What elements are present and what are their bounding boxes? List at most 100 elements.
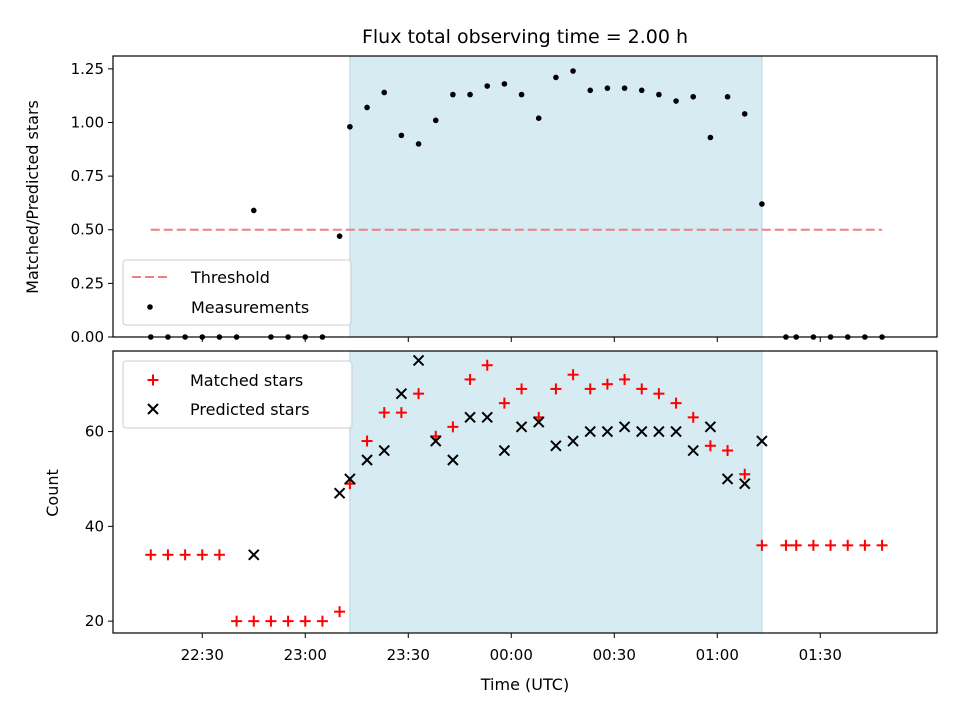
measurement-point xyxy=(707,134,714,141)
measurement-point xyxy=(570,68,576,74)
predicted-star-x-b xyxy=(515,421,528,433)
bottom-y-tick-label: 60 xyxy=(85,423,104,441)
top-y-tick-label: 0.25 xyxy=(71,274,104,292)
top-y-axis-label: Matched/Predicted stars xyxy=(23,100,42,294)
matched-star-point xyxy=(299,615,311,627)
matched-star-point xyxy=(231,615,243,627)
legend-measurements-label: Measurements xyxy=(191,298,309,317)
matched-star-point xyxy=(516,383,528,395)
predicted-star-point xyxy=(550,440,562,452)
predicted-star-x-b xyxy=(498,444,511,457)
predicted-star-point xyxy=(670,425,682,438)
measurement-point xyxy=(638,87,645,94)
predicted-star-point xyxy=(739,477,751,490)
matched-star-point xyxy=(601,378,613,390)
top-legend: Threshold Measurements xyxy=(122,259,352,326)
x-tick-label: 23:30 xyxy=(387,646,430,664)
predicted-star-point xyxy=(653,425,665,438)
measurement-point xyxy=(501,81,508,87)
matched-star-point xyxy=(282,615,294,627)
x-axis-label: Time (UTC) xyxy=(480,675,569,694)
matched-star-point xyxy=(825,539,837,551)
predicted-star-x-b xyxy=(618,421,631,433)
predicted-star-point xyxy=(412,354,425,367)
matched-star-point xyxy=(619,373,631,385)
predicted-star-x-b xyxy=(344,473,356,485)
measurement-point xyxy=(364,104,370,111)
predicted-star-x-b xyxy=(670,425,682,438)
predicted-star-x-b xyxy=(447,454,459,466)
predicted-star-point xyxy=(687,444,699,457)
measurement-point xyxy=(398,132,405,139)
matched-star-point xyxy=(447,421,459,433)
measurement-point xyxy=(347,123,353,130)
predicted-star-x-b xyxy=(721,473,734,485)
matched-star-point xyxy=(395,407,407,419)
predicted-star-point xyxy=(704,421,717,433)
matched-star-point xyxy=(265,615,277,627)
predicted-star-point xyxy=(481,411,493,424)
predicted-star-point xyxy=(430,435,442,447)
predicted-star-x-b xyxy=(739,477,751,490)
matched-star-point xyxy=(481,359,493,371)
predicted-star-x-b xyxy=(687,444,699,457)
predicted-star-point xyxy=(248,549,260,561)
predicted-star-point xyxy=(464,411,476,424)
measurement-point xyxy=(759,201,765,207)
panel-top-ratio: 0.00 0.25 0.50 0.75 1.00 1.25 Threshold Measure… xyxy=(71,55,938,346)
measurement-point xyxy=(535,115,542,122)
matched-star-point xyxy=(756,539,768,551)
predicted-star-x-b xyxy=(704,421,717,433)
predicted-star-point xyxy=(533,416,545,428)
matched-star-point xyxy=(567,369,579,381)
predicted-star-point xyxy=(601,425,614,438)
matched-star-point xyxy=(196,549,208,561)
predicted-star-x-b xyxy=(378,444,390,457)
predicted-star-x-b xyxy=(430,435,442,447)
legend-matched-label: Matched stars xyxy=(190,371,303,390)
measurement-point xyxy=(484,83,491,89)
matched-star-point xyxy=(842,539,854,551)
matched-star-point xyxy=(653,388,665,400)
measurement-point xyxy=(690,93,697,100)
measurement-point xyxy=(553,74,559,81)
predicted-star-point xyxy=(567,435,579,447)
top-y-tick-label: 0.75 xyxy=(71,167,104,185)
measurement-point xyxy=(432,117,439,124)
predicted-star-x-b xyxy=(653,425,665,438)
matched-star-point xyxy=(248,615,260,627)
predicted-star-point xyxy=(378,444,390,457)
matched-star-point xyxy=(179,549,191,561)
legend-box xyxy=(122,259,352,326)
predicted-star-point xyxy=(333,487,346,499)
measurement-point xyxy=(450,91,456,98)
predicted-star-x-b xyxy=(333,487,346,499)
measurement-point xyxy=(621,85,628,91)
matched-star-point xyxy=(584,383,596,395)
legend-predicted-label: Predicted stars xyxy=(190,400,310,419)
legend-measurements-swatch xyxy=(147,304,153,310)
x-tick-label: 01:00 xyxy=(696,646,739,664)
matched-star-point xyxy=(807,539,819,551)
matched-star-point xyxy=(636,383,648,395)
predicted-star-point xyxy=(395,387,408,400)
predicted-star-x-b xyxy=(567,435,579,447)
matched-star-point xyxy=(687,411,699,423)
measurement-point xyxy=(741,111,748,117)
predicted-star-point xyxy=(515,421,528,433)
predicted-star-point xyxy=(618,421,631,433)
matched-star-point xyxy=(464,373,476,385)
measurement-point xyxy=(604,85,611,91)
legend-threshold-label: Threshold xyxy=(190,268,270,287)
predicted-star-x-b xyxy=(395,387,408,400)
measurement-point xyxy=(381,89,388,96)
matched-star-point xyxy=(162,549,174,561)
matched-star-point xyxy=(413,388,425,400)
bottom-y-axis-label: Count xyxy=(43,469,62,517)
matched-star-point xyxy=(498,397,510,409)
predicted-star-x-b xyxy=(481,411,493,424)
legend-box xyxy=(122,360,353,429)
matched-star-point xyxy=(722,445,734,457)
top-observing-window-shade xyxy=(349,55,763,338)
